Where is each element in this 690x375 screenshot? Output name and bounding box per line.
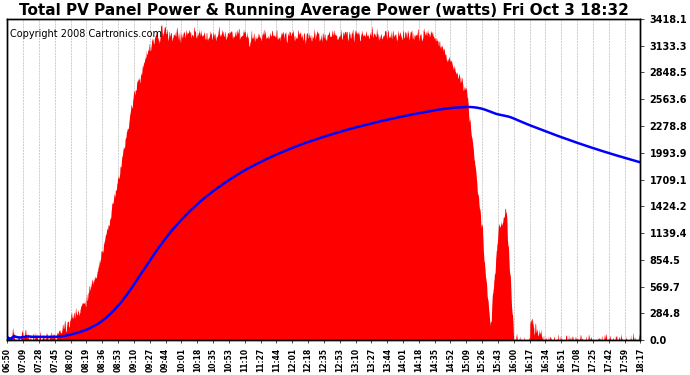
Text: Copyright 2008 Cartronics.com: Copyright 2008 Cartronics.com <box>10 28 162 39</box>
Title: Total PV Panel Power & Running Average Power (watts) Fri Oct 3 18:32: Total PV Panel Power & Running Average P… <box>19 3 629 18</box>
